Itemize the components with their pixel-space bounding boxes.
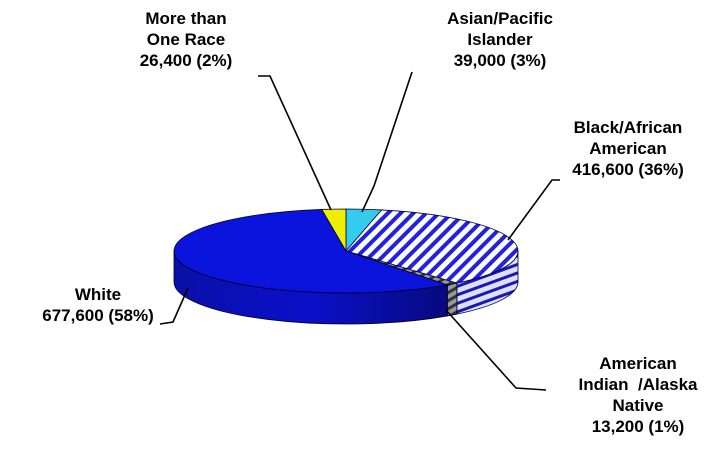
slice-label-text: Asian/Pacific	[447, 9, 553, 28]
slice-label-text: Black/African	[574, 118, 683, 137]
slice-more-than-one-race	[321, 208, 347, 253]
slice-label-text: One Race	[147, 30, 225, 49]
slice-label-text: Native	[612, 396, 663, 415]
leader-line-white	[159, 287, 189, 325]
slice-label-text: American	[599, 354, 676, 373]
label-american-indian: American Indian /Alaska Native 13,200 (1%)	[578, 354, 698, 436]
leader-line-asian-pacific	[361, 71, 413, 213]
slice-value-text: 416,600 (36%)	[572, 160, 684, 179]
slice-label-text: American	[589, 139, 666, 158]
slice-value-text: 13,200 (1%)	[592, 417, 685, 436]
leader-line-black-african	[507, 179, 560, 241]
slice-white	[173, 209, 448, 294]
leader-line-american-indian	[445, 309, 547, 391]
label-more-than-one-race: More than One Race 26,400 (2%)	[140, 9, 233, 70]
label-asian-pacific: Asian/Pacific Islander 39,000 (3%)	[447, 9, 553, 70]
slice-label-text: Indian /Alaska	[578, 375, 698, 394]
slice-label-text: White	[75, 285, 121, 304]
pie-top-slices	[173, 208, 519, 294]
label-white: White 677,600 (58%)	[42, 285, 154, 325]
slice-labels: Asian/Pacific Islander 39,000 (3%) Black/Af…	[42, 9, 698, 436]
slice-value-text: 677,600 (58%)	[42, 306, 154, 325]
slice-black-african	[345, 209, 519, 284]
slice-value-text: 26,400 (2%)	[140, 51, 233, 70]
slice-label-text: More than	[145, 9, 226, 28]
side-american-indian	[446, 282, 458, 317]
slice-value-text: 39,000 (3%)	[454, 51, 547, 70]
label-black-african: Black/African American 416,600 (36%)	[572, 118, 684, 179]
slice-label-text: Islander	[467, 30, 533, 49]
leader-line-more-than-one-race	[258, 75, 332, 211]
leader-lines	[159, 71, 560, 391]
